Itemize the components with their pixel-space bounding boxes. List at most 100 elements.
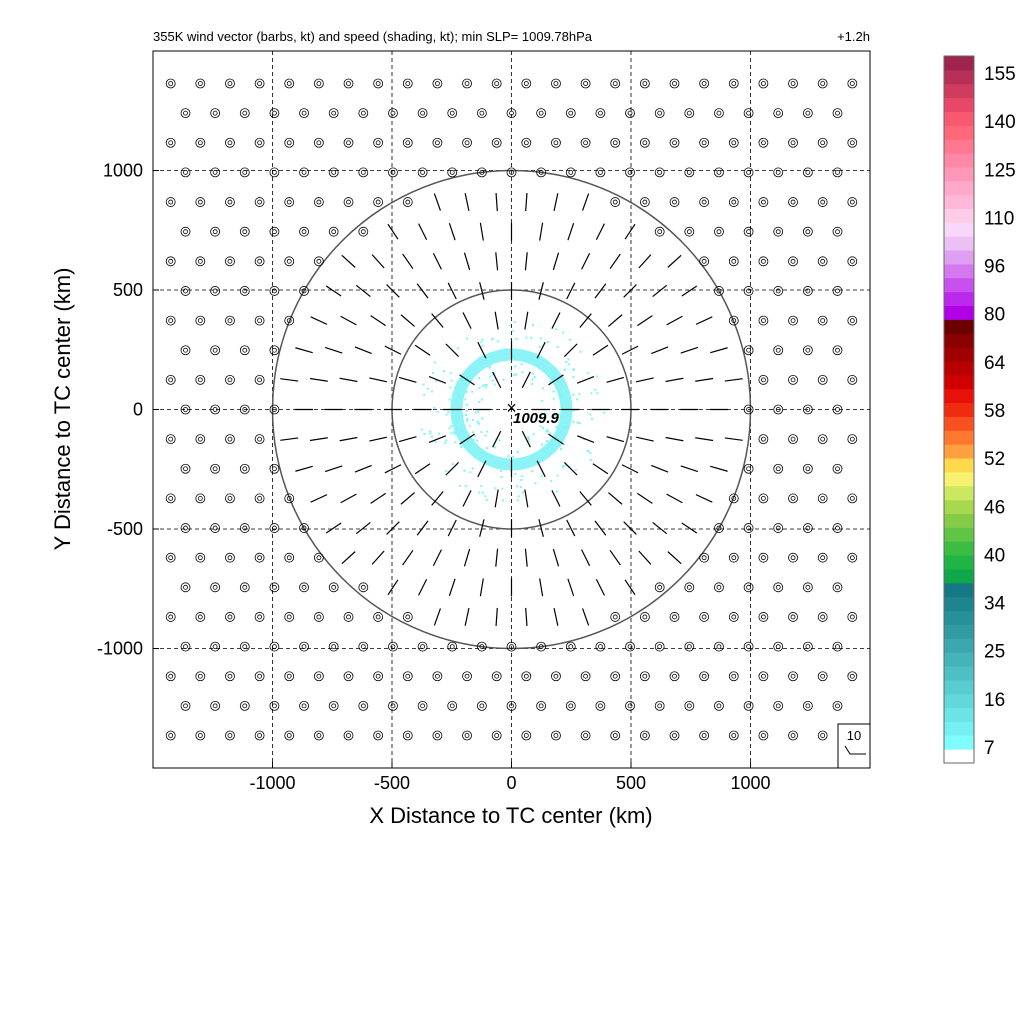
shading-speckle xyxy=(551,415,554,418)
calm-barb-inner xyxy=(849,555,855,561)
calm-barb-inner xyxy=(731,258,737,264)
shading-speckle xyxy=(478,491,481,494)
calm-barb-outer xyxy=(802,582,813,593)
calm-barb-inner xyxy=(612,81,618,86)
calm-barb-outer xyxy=(832,582,843,593)
calm-barb-inner xyxy=(360,110,366,116)
calm-barb-inner xyxy=(301,288,307,294)
calm-barb-outer xyxy=(432,671,443,682)
calm-barb-inner xyxy=(212,229,218,235)
calm-barb-inner xyxy=(390,644,396,649)
calm-barb-inner xyxy=(494,733,500,738)
shading-speckle xyxy=(466,337,469,340)
calm-barb-outer xyxy=(165,256,176,267)
calm-barb-inner xyxy=(494,81,500,86)
calm-barb-inner xyxy=(346,140,351,146)
wind-barb xyxy=(280,437,299,441)
calm-barb-inner xyxy=(390,703,396,709)
calm-barb-outer xyxy=(328,108,339,119)
calm-barb-inner xyxy=(242,703,248,709)
calm-barb-inner xyxy=(790,733,796,738)
colorbar-cell xyxy=(944,97,974,112)
calm-barb-outer xyxy=(225,612,235,622)
shading-speckle xyxy=(589,413,592,416)
calm-barb-outer xyxy=(743,700,754,711)
shading-speckle xyxy=(525,336,528,339)
wind-barb xyxy=(492,430,502,448)
calm-barb-outer xyxy=(165,434,176,445)
calm-barb-outer xyxy=(476,108,487,119)
shading-speckle xyxy=(487,457,490,460)
calm-barb-inner xyxy=(257,140,262,146)
wind-barb xyxy=(651,464,669,473)
calm-barb-outer xyxy=(447,167,458,178)
wind-barb xyxy=(566,282,576,300)
colorbar-cell xyxy=(944,499,974,514)
calm-barb-outer xyxy=(239,463,250,474)
shading-speckle xyxy=(561,426,564,429)
wind-barb xyxy=(609,549,621,566)
calm-barb-outer xyxy=(639,78,650,89)
calm-barb-inner xyxy=(538,110,544,116)
shading-speckle xyxy=(560,395,563,398)
colorbar-cell xyxy=(944,263,974,279)
calm-barb-outer xyxy=(225,137,235,148)
calm-barb-outer xyxy=(699,730,710,741)
shading-speckle xyxy=(564,464,567,467)
wind-barb xyxy=(695,494,713,503)
calm-barb-outer xyxy=(536,167,547,178)
calm-barb-outer xyxy=(195,730,206,741)
calm-barb-inner xyxy=(449,703,455,709)
calm-barb-inner xyxy=(538,170,544,175)
wind-barb xyxy=(667,254,682,268)
calm-barb-outer xyxy=(669,137,680,148)
wind-barb xyxy=(477,460,487,478)
calm-barb-inner xyxy=(420,170,425,175)
calm-barb-outer xyxy=(402,612,413,622)
calm-barb-outer xyxy=(788,671,798,682)
shading-speckle xyxy=(459,484,462,487)
wind-barb xyxy=(479,578,484,597)
calm-barb-inner xyxy=(212,584,218,590)
calm-barb-outer xyxy=(788,730,798,741)
calm-barb-inner xyxy=(168,614,174,620)
shading-speckle xyxy=(435,379,438,382)
shading-speckle xyxy=(542,450,545,453)
wind-barb xyxy=(445,343,460,358)
shading-speckle xyxy=(570,409,573,412)
calm-barb-outer xyxy=(195,493,206,504)
colorbar-cell xyxy=(944,596,974,612)
calm-barb-outer xyxy=(699,671,710,682)
calm-barb-inner xyxy=(731,614,737,620)
colorbar-cell xyxy=(944,652,974,667)
calm-barb-inner xyxy=(331,703,337,709)
colorbar-cell xyxy=(944,374,974,390)
shading-speckle xyxy=(567,358,570,361)
calm-barb-inner xyxy=(435,81,440,86)
calm-barb-outer xyxy=(714,167,724,178)
calm-barb-inner xyxy=(316,614,322,620)
calm-barb-outer xyxy=(743,286,754,296)
calm-barb-outer xyxy=(225,315,235,326)
calm-barb-inner xyxy=(761,377,766,383)
calm-barb-outer xyxy=(788,374,798,385)
calm-barb-inner xyxy=(790,496,796,501)
shading-speckle xyxy=(519,486,522,489)
shading-speckle xyxy=(558,445,561,448)
colorbar-labels: 7 16 25 34 40 46 52 58 64 80 96 110 125 140 155 xyxy=(984,64,1016,759)
colorbar-cell xyxy=(944,222,974,237)
calm-barb-inner xyxy=(168,318,174,323)
calm-barb-outer xyxy=(165,374,176,385)
shading-speckle xyxy=(476,420,479,423)
shading-speckle xyxy=(541,399,544,402)
shading-speckle xyxy=(555,425,558,428)
calm-barb-inner xyxy=(168,496,174,501)
calm-barb-outer xyxy=(195,78,206,89)
calm-barb-inner xyxy=(242,229,248,235)
calm-barb-outer xyxy=(343,197,354,207)
calm-barb-outer xyxy=(476,700,487,711)
shading-speckle xyxy=(484,434,487,437)
shading-speckle xyxy=(498,439,501,442)
shading-speckle xyxy=(474,369,477,372)
calm-barb-outer xyxy=(565,108,576,119)
